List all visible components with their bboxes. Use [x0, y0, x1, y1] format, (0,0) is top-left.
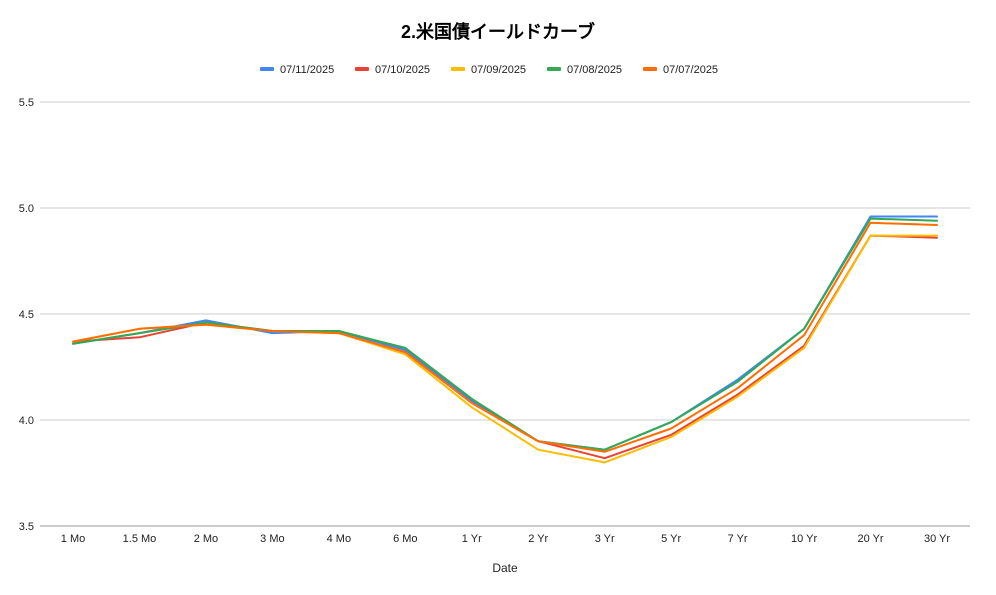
- series-lines: [72, 215, 938, 464]
- y-tick-label: 5.0: [19, 203, 34, 215]
- y-tick-label: 3.5: [19, 521, 34, 533]
- series-line-5: [72, 221, 938, 453]
- legend-label: 07/08/2025: [567, 64, 622, 76]
- x-tick-label: 7 Yr: [728, 533, 748, 545]
- x-tick-label: 2 Mo: [194, 533, 218, 545]
- legend-label: 07/10/2025: [375, 64, 430, 76]
- legend-label: 07/11/2025: [280, 64, 334, 76]
- legend-label: 07/07/2025: [663, 64, 718, 76]
- series-line-1: [72, 215, 938, 451]
- series-line-2: [72, 234, 938, 460]
- x-tick-label: 1.5 Mo: [123, 533, 157, 545]
- x-tick-label: 1 Yr: [462, 533, 482, 545]
- y-tick-label: 4.5: [19, 309, 34, 321]
- x-tick-label: 5 Yr: [661, 533, 681, 545]
- y-tick-label: 4.0: [19, 415, 34, 427]
- x-tick-label: 3 Yr: [595, 533, 615, 545]
- series-line-4: [72, 217, 938, 451]
- legend-swatch: [260, 67, 274, 71]
- legend-swatch: [643, 67, 657, 71]
- x-tick-label: 1 Mo: [61, 533, 85, 545]
- x-axis-label: Date: [492, 561, 518, 575]
- chart-title: 2.米国債イールドカーブ: [401, 21, 595, 42]
- legend: 07/11/2025 07/10/2025 07/09/2025 07/08/2025…: [260, 64, 718, 76]
- x-tick-label: 20 Yr: [857, 533, 883, 545]
- x-tick-label: 30 Yr: [924, 533, 950, 545]
- x-axis-ticks: 1 Mo 1.5 Mo 2 Mo 3 Mo 4 Mo 6 Mo 1 Yr 2 Yr 3 Yr 5 …: [61, 533, 951, 545]
- series-line-3: [72, 234, 938, 464]
- x-tick-label: 6 Mo: [393, 533, 417, 545]
- y-tick-label: 5.5: [19, 97, 34, 109]
- legend-swatch: [547, 67, 561, 71]
- x-tick-label: 2 Yr: [528, 533, 548, 545]
- legend-swatch: [355, 67, 369, 71]
- legend-swatch: [451, 67, 465, 71]
- x-tick-label: 10 Yr: [791, 533, 817, 545]
- gridlines: [40, 101, 970, 527]
- legend-label: 07/09/2025: [471, 64, 526, 76]
- x-tick-label: 3 Mo: [260, 533, 284, 545]
- x-tick-label: 4 Mo: [327, 533, 351, 545]
- y-axis-ticks: 5.5 5.0 4.5 4.0 3.5: [19, 97, 34, 533]
